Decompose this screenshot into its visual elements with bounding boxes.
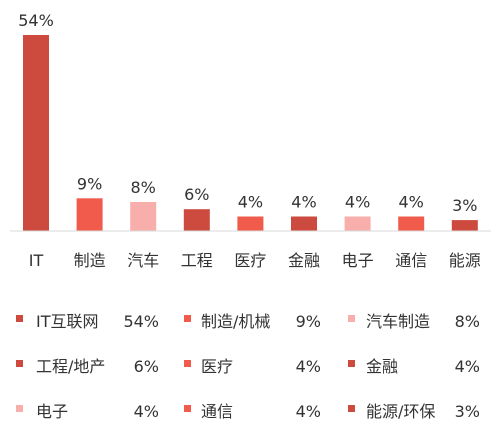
legend-label-1: IT互联网 xyxy=(36,312,99,331)
bar-3 xyxy=(130,202,157,231)
legend-swatch-1 xyxy=(16,315,23,322)
legend-label-7: 电子 xyxy=(36,402,68,421)
legend-swatch-6 xyxy=(348,360,355,367)
value-label-3: 8% xyxy=(131,178,156,197)
legend-value-6: 4% xyxy=(455,357,480,376)
bar-6 xyxy=(291,216,317,231)
x-tick-label-6: 金融 xyxy=(288,251,320,270)
legend-value-2: 9% xyxy=(296,312,321,331)
legend-label-2: 制造/机械 xyxy=(201,312,270,331)
bar-9 xyxy=(451,220,478,231)
legend-swatch-7 xyxy=(16,405,23,412)
bar-8 xyxy=(398,216,425,231)
value-labels-group: 54% 9% 8% 6% 4% 4% 4% 4% 3% xyxy=(18,11,477,215)
value-label-9: 3% xyxy=(452,196,477,215)
legend-swatch-8 xyxy=(184,405,191,412)
legend-value-9: 3% xyxy=(455,402,480,421)
x-tick-label-2: 制造 xyxy=(74,251,106,270)
x-tick-label-9: 能源 xyxy=(449,251,481,270)
x-tick-label-1: IT xyxy=(29,251,44,270)
x-tick-label-5: 医疗 xyxy=(234,251,266,270)
legend-value-8: 4% xyxy=(296,402,321,421)
legend-value-4: 6% xyxy=(134,357,159,376)
x-tick-label-7: 电子 xyxy=(342,251,374,270)
legend-swatch-4 xyxy=(16,360,23,367)
value-label-7: 4% xyxy=(345,193,370,212)
value-label-5: 4% xyxy=(238,193,263,212)
value-label-8: 4% xyxy=(399,193,424,212)
value-label-6: 4% xyxy=(291,193,316,212)
legend-value-3: 8% xyxy=(455,312,480,331)
legend-swatch-5 xyxy=(184,360,191,367)
x-tick-label-8: 通信 xyxy=(395,251,427,270)
legend-label-6: 金融 xyxy=(366,357,398,376)
value-label-4: 6% xyxy=(184,185,209,204)
legend-value-7: 4% xyxy=(134,402,159,421)
legend-value-1: 54% xyxy=(123,312,159,331)
x-tick-label-4: 工程 xyxy=(181,251,213,270)
legend-label-8: 通信 xyxy=(201,402,233,421)
legend-swatch-2 xyxy=(184,315,191,322)
bar-5 xyxy=(237,216,264,231)
legend-swatch-9 xyxy=(348,405,355,412)
value-label-1: 54% xyxy=(18,11,54,30)
x-tick-labels-group: IT 制造 汽车 工程 医疗 金融 电子 通信 能源 xyxy=(29,251,481,270)
legend-label-3: 汽车制造 xyxy=(366,312,430,331)
bar-4 xyxy=(183,209,210,231)
legend: IT互联网 54% 制造/机械 9% 汽车制造 8% 工程/地产 6% 医疗 4% 金融 4% 电子 4%… xyxy=(16,312,480,421)
value-label-2: 9% xyxy=(77,174,102,193)
legend-value-5: 4% xyxy=(296,357,321,376)
legend-label-9: 能源/环保 xyxy=(366,402,435,421)
legend-swatch-3 xyxy=(348,315,355,322)
bar-1 xyxy=(23,35,49,231)
bar-2 xyxy=(76,198,103,231)
legend-label-4: 工程/地产 xyxy=(36,357,105,376)
legend-label-5: 医疗 xyxy=(201,357,233,376)
x-tick-label-3: 汽车 xyxy=(127,251,159,270)
bars-group xyxy=(23,35,478,231)
bar-7 xyxy=(344,216,371,231)
